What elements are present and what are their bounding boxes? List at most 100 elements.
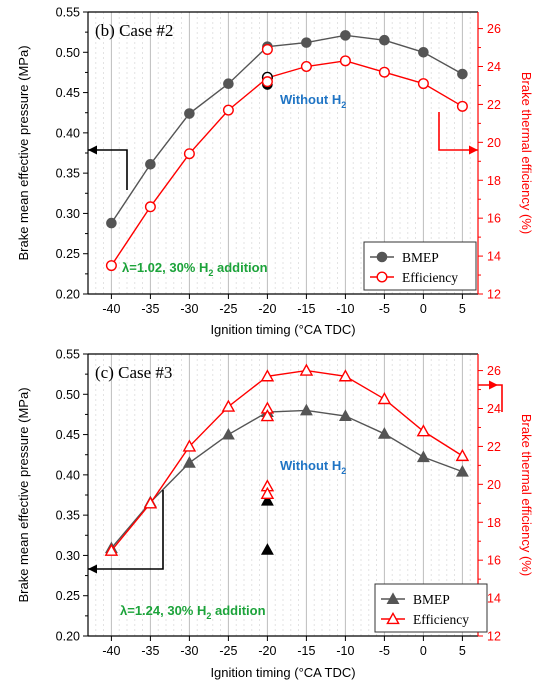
y-right-tick-label: 12 bbox=[487, 288, 501, 302]
series-line-efficiency bbox=[110, 60, 463, 266]
data-point-bmep bbox=[182, 456, 196, 468]
y-right-tick-label: 12 bbox=[487, 630, 501, 644]
y-right-tick-label: 18 bbox=[487, 516, 501, 530]
x-tick-label: 0 bbox=[420, 644, 427, 658]
x-tick-label: 5 bbox=[459, 644, 466, 658]
x-tick-label: -15 bbox=[297, 302, 315, 316]
data-point-efficiency bbox=[144, 201, 156, 213]
y-left-tick-label: 0.50 bbox=[56, 46, 80, 60]
data-point-efficiency bbox=[455, 448, 470, 462]
right-axis-arrow bbox=[438, 112, 478, 151]
series-line-efficiency bbox=[110, 369, 463, 552]
y-left-tick-label: 0.40 bbox=[56, 126, 80, 140]
right-axis-arrow-head bbox=[489, 380, 498, 390]
y-right-tick-label: 16 bbox=[487, 212, 501, 226]
y-right-tick-label: 20 bbox=[487, 478, 501, 492]
without-h2-point bbox=[260, 494, 274, 506]
data-point-efficiency bbox=[143, 496, 158, 509]
y-right-axis-title: Brake thermal efficiency (%) bbox=[519, 414, 534, 576]
data-point-efficiency bbox=[338, 369, 353, 382]
x-tick-label: -25 bbox=[219, 302, 237, 316]
series-line-bmep bbox=[110, 34, 463, 224]
data-point-bmep bbox=[416, 450, 430, 463]
x-tick-label: -5 bbox=[379, 302, 390, 316]
data-point-efficiency bbox=[182, 439, 197, 452]
data-point-efficiency bbox=[417, 78, 429, 90]
y-left-tick-label: 0.25 bbox=[56, 589, 80, 603]
y-left-tick-label: 0.40 bbox=[56, 468, 80, 482]
x-tick-label: -10 bbox=[336, 644, 354, 658]
legend-marker bbox=[386, 611, 400, 625]
y-left-tick-label: 0.20 bbox=[56, 630, 80, 644]
data-point-efficiency bbox=[339, 55, 351, 67]
left-axis-arrow bbox=[88, 490, 164, 570]
data-point-efficiency bbox=[378, 66, 390, 78]
y-left-tick-label: 0.20 bbox=[56, 288, 80, 302]
data-point-bmep bbox=[301, 37, 312, 48]
data-point-bmep bbox=[379, 34, 390, 46]
y-left-tick-label: 0.50 bbox=[56, 388, 80, 402]
without-h2-point bbox=[260, 486, 275, 499]
x-tick-label: -15 bbox=[297, 644, 315, 658]
data-point-bmep bbox=[106, 217, 117, 229]
y-right-tick-label: 24 bbox=[487, 60, 501, 74]
legend-label: BMEP bbox=[402, 250, 439, 265]
data-point-efficiency bbox=[105, 260, 117, 272]
x-tick-label: -40 bbox=[102, 302, 120, 316]
y-left-tick-label: 0.35 bbox=[56, 167, 80, 181]
data-point-bmep bbox=[377, 427, 391, 439]
data-point-efficiency bbox=[416, 424, 431, 437]
x-tick-label: -35 bbox=[141, 644, 159, 658]
data-point-efficiency bbox=[183, 148, 195, 160]
chart-panel-2: -40 -35 -30 -25 -20 -15 -10 -5 0 5 0.20 0.25 0.30 0.3… bbox=[16, 348, 534, 681]
data-point-efficiency bbox=[260, 369, 275, 382]
data-point-bmep bbox=[221, 427, 235, 440]
chart-panel-1: -40 -35 -30 -25 -20 -15 -10 -5 0 5 0.20 0.25 0.30 0.3… bbox=[16, 6, 534, 338]
x-tick-label: 5 bbox=[459, 302, 466, 316]
y-right-tick-label: 14 bbox=[487, 592, 501, 606]
data-point-efficiency bbox=[222, 104, 234, 116]
condition-annotation: λ=1.24, 30% H2 addition bbox=[120, 603, 266, 621]
legend-label: Efficiency bbox=[402, 270, 458, 285]
legend: BMEP Efficiency bbox=[374, 583, 488, 633]
without-h2-annotation: Without H2 bbox=[280, 92, 346, 110]
y-right-tick-label: 14 bbox=[487, 250, 501, 264]
x-tick-label: -35 bbox=[141, 302, 159, 316]
data-point-efficiency bbox=[300, 61, 312, 73]
without-h2-point bbox=[261, 43, 273, 55]
data-point-bmep bbox=[340, 30, 351, 41]
y-right-tick-label: 26 bbox=[487, 22, 501, 36]
x-tick-label: -40 bbox=[102, 644, 120, 658]
legend-marker bbox=[376, 251, 388, 263]
without-h2-point bbox=[261, 76, 273, 88]
data-point-efficiency bbox=[104, 543, 119, 556]
data-point-bmep bbox=[338, 409, 352, 422]
data-point-efficiency bbox=[456, 100, 468, 112]
legend-label: BMEP bbox=[413, 592, 450, 607]
y-left-tick-label: 0.55 bbox=[56, 6, 80, 20]
y-right-axis-title: Brake thermal efficiency (%) bbox=[519, 72, 534, 234]
x-tick-label: -20 bbox=[258, 302, 276, 316]
legend-label: Efficiency bbox=[413, 612, 469, 627]
x-tick-label: -10 bbox=[336, 302, 354, 316]
left-axis-arrow-head bbox=[88, 564, 97, 574]
y-left-tick-label: 0.35 bbox=[56, 509, 80, 523]
data-point-bmep bbox=[457, 68, 468, 80]
without-h2-annotation: Without H2 bbox=[280, 458, 346, 476]
x-tick-label: -20 bbox=[258, 644, 276, 658]
data-point-efficiency bbox=[377, 391, 392, 405]
data-point-efficiency bbox=[299, 363, 314, 376]
y-right-tick-label: 18 bbox=[487, 174, 501, 188]
y-left-tick-label: 0.30 bbox=[56, 549, 80, 563]
legend-marker bbox=[376, 271, 388, 283]
y-right-tick-label: 20 bbox=[487, 136, 501, 150]
left-axis-arrow-head bbox=[88, 145, 97, 155]
y-right-tick-label: 16 bbox=[487, 554, 501, 568]
data-point-bmep bbox=[418, 46, 429, 58]
x-tick-label: -30 bbox=[180, 302, 198, 316]
y-left-tick-label: 0.25 bbox=[56, 247, 80, 261]
panel-label: (b) Case #2 bbox=[95, 21, 173, 40]
x-axis-title: Ignition timing (°CA TDC) bbox=[210, 322, 355, 337]
y-left-tick-label: 0.45 bbox=[56, 86, 80, 100]
